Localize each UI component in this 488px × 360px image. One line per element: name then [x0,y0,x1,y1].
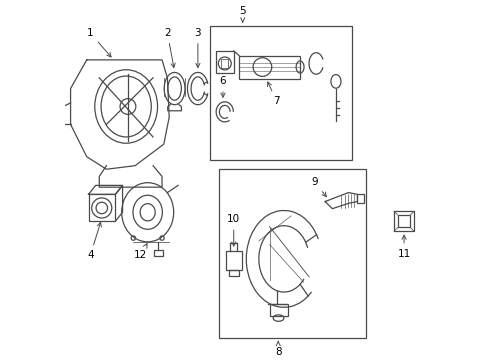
Text: 8: 8 [274,341,281,357]
Bar [269,304,287,316]
Bar [154,249,163,256]
Text: 4: 4 [87,222,101,260]
Bar [225,251,241,270]
Bar [210,26,351,160]
Bar [215,51,233,73]
Bar [393,211,413,231]
Text: 2: 2 [164,28,175,68]
Bar [239,55,300,78]
Text: 12: 12 [134,244,147,260]
Text: 5: 5 [239,6,245,22]
Bar [219,169,366,338]
Text: 3: 3 [194,28,201,67]
Text: 6: 6 [219,76,226,97]
Bar [397,215,409,227]
Bar [221,59,228,68]
Text: 7: 7 [267,82,280,106]
Bar [228,270,238,276]
Text: 1: 1 [87,28,111,57]
Text: 11: 11 [397,235,410,258]
Text: 10: 10 [227,215,240,246]
Text: 9: 9 [310,177,325,197]
Bar [88,194,115,221]
Bar [357,194,363,203]
